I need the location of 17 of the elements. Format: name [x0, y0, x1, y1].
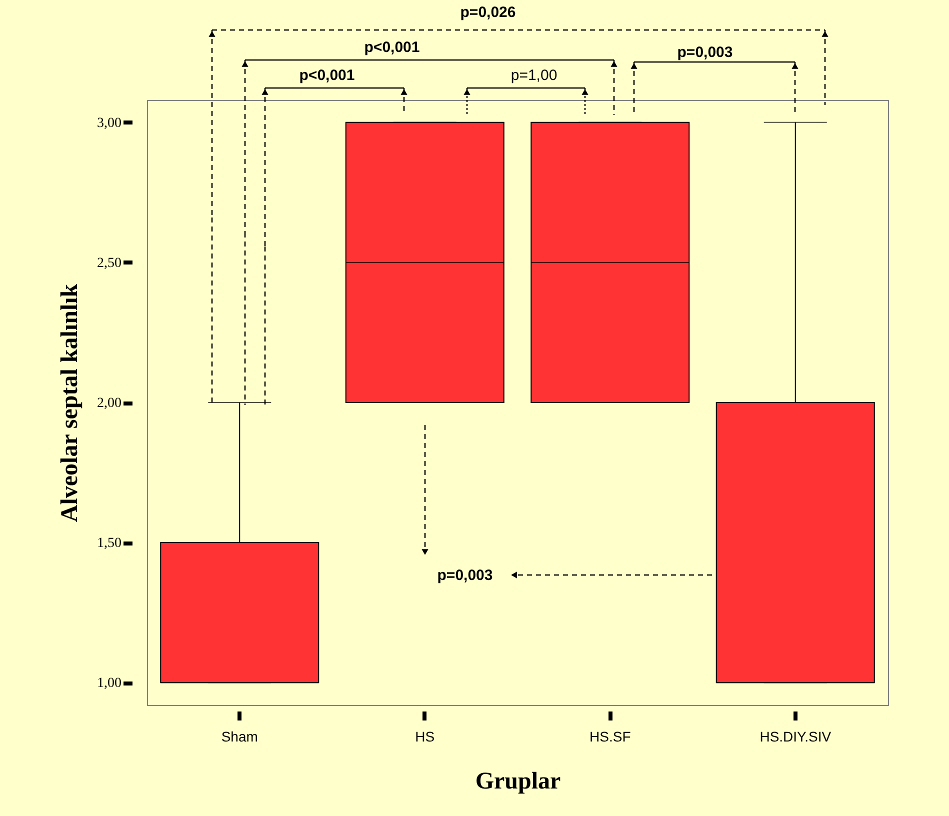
y-tick-label: 2,50 — [97, 256, 122, 271]
x-axis-title: Gruplar — [475, 768, 562, 794]
x-tick-label: HS — [415, 728, 435, 744]
x-tick-label: HS.DIY.SIV — [760, 728, 832, 744]
annotation: p=0,003 — [437, 567, 493, 584]
text: p<0,001 — [299, 67, 355, 84]
x-tick-label: Sham — [221, 728, 258, 744]
text: p=0,026 — [460, 4, 516, 21]
y-tick-label: 2,00 — [97, 396, 122, 411]
y-tick-label: 1,50 — [97, 536, 122, 552]
text: p<0,001 — [364, 39, 420, 56]
y-tick-label: 3,00 — [97, 116, 122, 131]
y-axis-title: Alveolar septal kalınlık — [57, 283, 83, 522]
text: p=0,003 — [677, 44, 733, 61]
x-tick-label: HS.SF — [590, 728, 631, 744]
text: p=1,00 — [510, 67, 558, 84]
y-tick-label: 1,00 — [97, 676, 122, 692]
